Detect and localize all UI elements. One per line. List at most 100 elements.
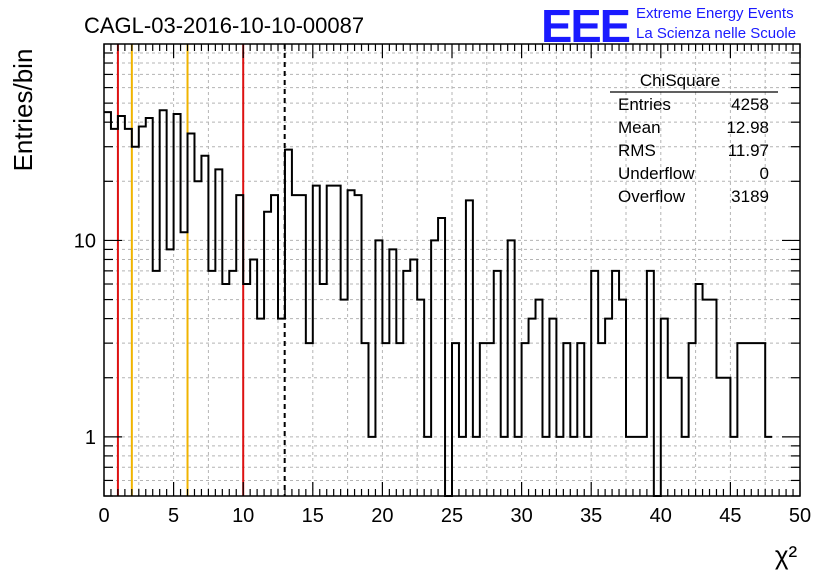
histogram-bin <box>647 271 654 496</box>
histogram-bin <box>529 319 536 496</box>
stats-value-overflow: 3189 <box>731 187 769 206</box>
histogram-bin <box>563 343 570 496</box>
stats-header: ChiSquare <box>640 71 720 90</box>
histogram-bin <box>584 437 591 496</box>
stats-box: ChiSquare Entries 4258 Mean 12.98 RMS 11… <box>610 71 778 206</box>
histogram-bin <box>125 129 132 496</box>
histogram-bin <box>334 186 341 496</box>
histogram-bin <box>139 127 146 496</box>
x-tick-label: 40 <box>650 505 672 527</box>
x-tick-label: 35 <box>580 505 602 527</box>
histogram-bin <box>375 240 382 496</box>
histogram-bin <box>215 169 222 496</box>
y-tick-label: 1 <box>85 427 96 449</box>
histogram-bin <box>188 134 195 496</box>
histogram-bin <box>424 437 431 496</box>
stats-label-mean: Mean <box>618 118 661 137</box>
chart-title: CAGL-03-2016-10-10-00087 <box>84 13 364 38</box>
histogram-bin <box>229 271 236 496</box>
histogram-bin <box>222 284 229 496</box>
histogram-bin <box>605 319 612 496</box>
histogram-bin <box>278 319 285 496</box>
x-tick-label: 20 <box>371 505 393 527</box>
histogram-bin <box>368 437 375 496</box>
histogram-bin <box>160 110 167 496</box>
histogram-bin <box>556 437 563 496</box>
histogram-bin <box>167 249 174 496</box>
histogram-bin <box>522 343 529 496</box>
y-axis-label: Entries/bin <box>8 49 38 172</box>
histogram-bin <box>181 232 188 496</box>
histogram-outline <box>104 109 773 497</box>
histogram-bin <box>111 129 118 496</box>
histogram-bin <box>661 319 668 496</box>
histogram-bin <box>208 271 215 496</box>
histogram-bin <box>396 343 403 496</box>
logo-line-2: La Scienza nelle Scuole <box>636 25 796 42</box>
histogram-bin <box>243 284 250 496</box>
histogram-bin <box>299 195 306 496</box>
x-tick-label: 10 <box>232 505 254 527</box>
histogram-bin <box>765 437 772 496</box>
histogram-bin <box>689 343 696 496</box>
histogram-bin <box>626 437 633 496</box>
x-tick-label: 15 <box>302 505 324 527</box>
stats-label-entries: Entries <box>618 95 671 114</box>
histogram-bin <box>174 114 181 496</box>
histogram-bin <box>508 240 515 496</box>
histogram-bin <box>473 437 480 496</box>
histogram-bin <box>118 116 125 496</box>
histogram-bin <box>487 343 494 496</box>
histogram-bin <box>682 437 689 496</box>
histogram-bin <box>382 343 389 496</box>
histogram-bin <box>758 343 765 496</box>
x-tick-label: 5 <box>168 505 179 527</box>
histogram-bin <box>153 271 160 496</box>
stats-label-rms: RMS <box>618 141 656 160</box>
stats-value-mean: 12.98 <box>726 118 769 137</box>
eee-logo-mark: EEE <box>541 0 629 52</box>
histogram-bin <box>355 195 362 496</box>
histogram-bin <box>675 378 682 496</box>
y-tick-label: 10 <box>74 230 96 252</box>
x-tick-label: 50 <box>789 505 811 527</box>
histogram <box>104 109 773 497</box>
histogram-bin <box>703 300 710 496</box>
stats-value-underflow: 0 <box>760 164 769 183</box>
histogram-bin <box>501 437 508 496</box>
stats-label-underflow: Underflow <box>618 164 695 183</box>
x-tick-label: 45 <box>719 505 741 527</box>
histogram-bin <box>104 112 111 496</box>
histogram-bin <box>285 150 292 496</box>
histogram-bin <box>549 319 556 496</box>
histogram-bin <box>668 378 675 496</box>
histogram-bin <box>459 437 466 496</box>
histogram-bin <box>250 259 257 496</box>
histogram-bin <box>696 284 703 496</box>
histogram-bin <box>577 343 584 496</box>
histogram-bin <box>737 343 744 496</box>
logo-line-1: Extreme Energy Events <box>636 5 794 22</box>
histogram-bin <box>341 300 348 496</box>
histogram-bin <box>348 190 355 496</box>
histogram-bin <box>640 437 647 496</box>
histogram-bin <box>751 343 758 496</box>
histogram-bin <box>542 437 549 496</box>
histogram-bin <box>612 271 619 496</box>
x-axis-label: χ² <box>775 540 798 570</box>
histogram-bin <box>410 259 417 496</box>
histogram-bin <box>146 118 153 496</box>
histogram-bin <box>292 195 299 496</box>
stats-label-overflow: Overflow <box>618 187 686 206</box>
histogram-bin <box>403 271 410 496</box>
histogram-bin <box>570 437 577 496</box>
histogram-bin <box>271 195 278 496</box>
axis-ticks: 0 5 10 15 20 25 30 35 40 45 50 1 10 <box>74 44 811 527</box>
histogram-bin <box>710 300 717 496</box>
histogram-bin <box>257 319 264 496</box>
histogram-bin <box>362 343 369 496</box>
x-tick-label: 0 <box>98 505 109 527</box>
histogram-bin <box>716 378 723 496</box>
histogram-bin <box>633 437 640 496</box>
